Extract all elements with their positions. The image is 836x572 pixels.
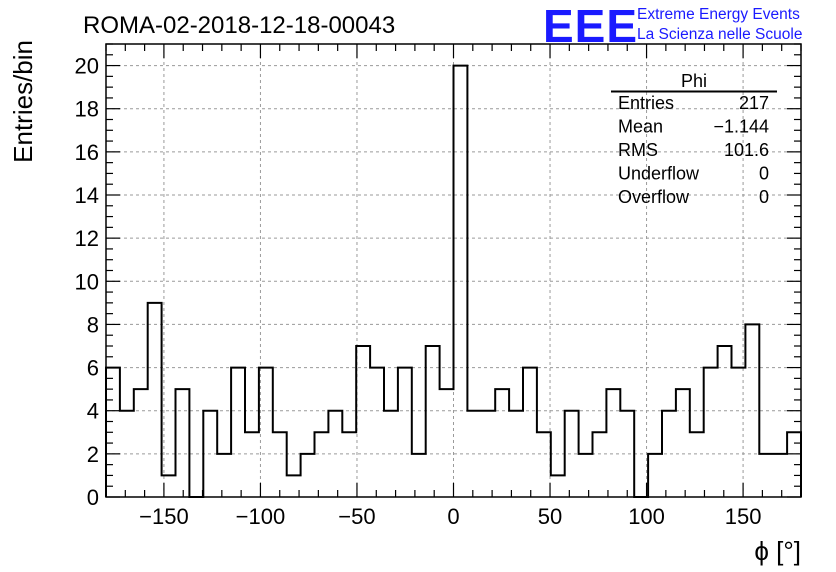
y-axis-label: Entries/bin	[8, 40, 38, 163]
y-tick-label: 12	[75, 226, 99, 251]
logo-line-2: La Scienza nelle Scuole	[637, 26, 802, 43]
histogram-bin	[342, 432, 356, 497]
histogram-bin	[648, 454, 662, 497]
x-tick-label: 0	[447, 504, 459, 529]
y-tick-label: 18	[75, 97, 99, 122]
histogram-bin	[315, 432, 329, 497]
eee-logo-mark: EEE	[543, 0, 638, 52]
y-tick-label: 0	[87, 485, 99, 510]
y-tick-label: 6	[87, 356, 99, 381]
x-tick-label: −150	[139, 504, 189, 529]
histogram-outline	[105, 64, 802, 498]
stats-row-value: −1.144	[713, 117, 769, 137]
histogram-bin	[259, 368, 273, 497]
stats-rows: Entries 217 Mean −1.144 RMS 101.6 Underflow 0 Ov…	[618, 93, 769, 207]
y-tick-label: 16	[75, 140, 99, 165]
histogram	[105, 64, 802, 498]
x-tick-label: 150	[725, 504, 762, 529]
histogram-bin	[412, 454, 426, 497]
histogram-bin	[370, 368, 384, 497]
y-tick-label: 4	[87, 399, 99, 424]
histogram-bin	[245, 432, 259, 497]
histogram-bin	[606, 389, 620, 497]
x-tick-label: 100	[628, 504, 665, 529]
histogram-bin	[593, 432, 607, 497]
y-tick-label: 2	[87, 442, 99, 467]
histogram-bin	[537, 432, 551, 497]
x-tick-label: −100	[236, 504, 286, 529]
y-tick-label: 14	[75, 183, 99, 208]
histogram-bin	[134, 389, 148, 497]
stats-row-value: 0	[759, 164, 769, 184]
histogram-bin	[690, 432, 704, 497]
histogram-bin	[301, 454, 315, 497]
stats-box-title: Phi	[681, 71, 707, 91]
histogram-bin	[773, 454, 787, 497]
histogram-bin	[579, 454, 593, 497]
histogram-bin	[745, 324, 759, 497]
stats-row-label: RMS	[618, 140, 658, 160]
logo-line-1: Extreme Energy Events	[637, 6, 800, 23]
histogram-bin	[718, 346, 732, 497]
histogram-bin	[273, 432, 287, 497]
x-axis-label: ϕ [°]	[754, 536, 801, 566]
histogram-bin	[676, 389, 690, 497]
stats-row-value: 101.6	[724, 140, 769, 160]
stats-row-value: 0	[759, 187, 769, 207]
x-tick-label: −50	[338, 504, 375, 529]
chart-title: ROMA-02-2018-12-18-00043	[83, 12, 395, 39]
y-tick-label: 20	[75, 54, 99, 79]
stats-row-label: Overflow	[618, 187, 690, 207]
histogram-bin	[398, 368, 412, 497]
stats-row-label: Mean	[618, 117, 663, 137]
histogram-bin	[704, 368, 718, 497]
stats-row-value: 217	[739, 93, 769, 113]
histogram-bin	[426, 346, 440, 497]
histogram-bin	[495, 389, 509, 497]
histogram-bin	[176, 389, 190, 497]
histogram-bin	[481, 411, 495, 497]
x-tick-label: 50	[538, 504, 562, 529]
histogram-bin	[551, 475, 565, 497]
histogram-bin	[148, 303, 162, 497]
stats-row-label: Underflow	[618, 164, 700, 184]
histogram-bin	[523, 368, 537, 497]
histogram-bin	[217, 454, 231, 497]
eee-logo: EEE Extreme Energy Events La Scienza nel…	[543, 0, 802, 52]
axes: −150 −100 −50 0 50 100 150 0 2 4 6 8 10 12 14 16 18 20	[75, 43, 802, 529]
histogram-bin	[440, 389, 454, 497]
histogram-bin	[356, 346, 370, 497]
histogram-bin	[231, 368, 245, 497]
histogram-bin	[759, 454, 773, 497]
y-tick-label: 8	[87, 312, 99, 337]
y-tick-label: 10	[75, 269, 99, 294]
stats-box: Phi Entries 217 Mean −1.144 RMS 101.6 Underflo…	[611, 71, 777, 207]
stats-row-label: Entries	[618, 93, 674, 113]
